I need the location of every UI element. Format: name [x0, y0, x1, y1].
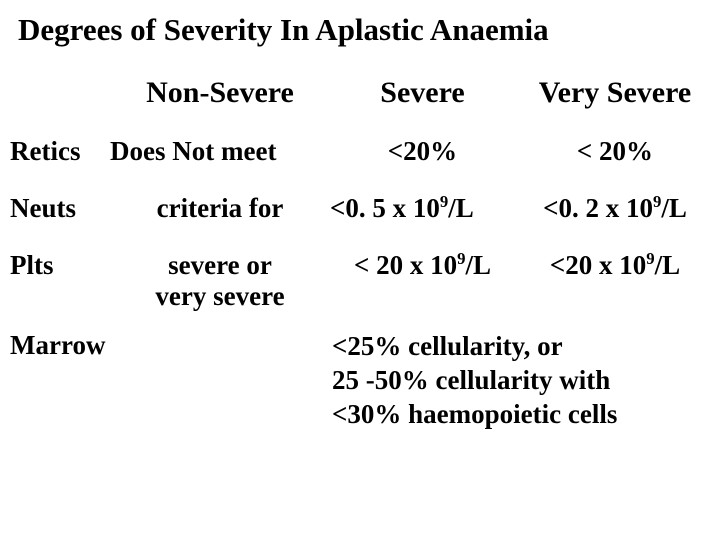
marrow-line2: 25 -50% cellularity with [332, 365, 610, 395]
plts-verysevere-sup: 9 [646, 249, 654, 268]
neuts-label: Neuts [10, 193, 110, 224]
plts-label: Plts [10, 250, 110, 281]
header-severe: Severe [330, 76, 515, 110]
marrow-blank [110, 330, 330, 431]
row-marrow: Marrow <25% cellularity, or 25 -50% cell… [10, 330, 710, 431]
neuts-verysevere: <0. 2 x 109/L [515, 193, 715, 224]
plts-severe-sup: 9 [457, 249, 465, 268]
marrow-line1: <25% cellularity, or [332, 331, 563, 361]
plts-verysevere-pre: <20 x 10 [550, 250, 646, 280]
neuts-verysevere-pre: <0. 2 x 10 [543, 193, 653, 223]
plts-severe: < 20 x 109/L [330, 250, 515, 281]
header-verysevere: Very Severe [515, 76, 715, 110]
marrow-line3: <30% haemopoietic cells [332, 399, 617, 429]
neuts-severe-pre: <0. 5 x 10 [330, 193, 440, 223]
retics-verysevere: < 20% [515, 136, 715, 167]
plts-nonsevere: severe or very severe [110, 250, 330, 312]
plts-severe-post: /L [466, 250, 492, 280]
plts-nonsevere-line2: very severe [110, 281, 330, 312]
retics-label: Retics [10, 136, 110, 167]
neuts-severe: <0. 5 x 109/L [330, 193, 515, 224]
retics-nonsevere: Does Not meet [110, 136, 330, 167]
retics-severe: <20% [330, 136, 515, 167]
row-plts: Plts severe or very severe < 20 x 109/L … [10, 250, 710, 312]
plts-nonsevere-line1: severe or [110, 250, 330, 281]
plts-verysevere-post: /L [655, 250, 681, 280]
header-nonsevere: Non-Severe [110, 76, 330, 110]
marrow-label: Marrow [10, 330, 110, 431]
plts-severe-pre: < 20 x 10 [354, 250, 457, 280]
marrow-text: <25% cellularity, or 25 -50% cellularity… [330, 330, 710, 431]
header-row: Non-Severe Severe Very Severe [10, 76, 710, 110]
row-retics: Retics Does Not meet <20% < 20% [10, 136, 710, 167]
neuts-severe-post: /L [448, 193, 474, 223]
neuts-verysevere-post: /L [661, 193, 687, 223]
neuts-severe-sup: 9 [440, 192, 448, 211]
row-neuts: Neuts criteria for <0. 5 x 109/L <0. 2 x… [10, 193, 710, 224]
slide-title: Degrees of Severity In Aplastic Anaemia [18, 12, 710, 48]
plts-verysevere: <20 x 109/L [515, 250, 715, 281]
neuts-nonsevere: criteria for [110, 193, 330, 224]
slide: Degrees of Severity In Aplastic Anaemia … [0, 0, 720, 540]
